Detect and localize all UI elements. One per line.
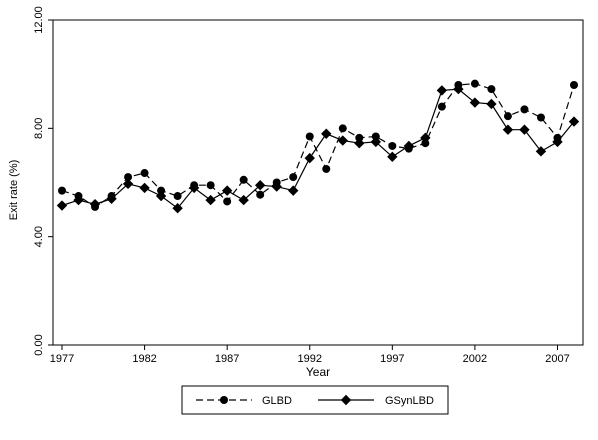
data-point-gsynlbd [519, 124, 530, 135]
legend-marker [220, 396, 228, 404]
data-point-glbd [124, 173, 133, 182]
data-point-gsynlbd [321, 128, 332, 139]
data-point-glbd [206, 181, 215, 190]
data-point-gsynlbd [354, 138, 365, 149]
data-point-glbd [140, 169, 149, 178]
data-point-glbd [487, 85, 496, 94]
legend: GLBD GSynLBD [181, 385, 449, 415]
series-line-gsynlbd [61, 88, 575, 210]
data-point-glbd [173, 192, 182, 201]
data-point-glbd [470, 79, 479, 88]
legend-item-glbd: GLBD [196, 395, 292, 407]
data-point-gsynlbd [73, 194, 84, 206]
data-point-glbd [437, 102, 446, 111]
data-point-gsynlbd [122, 178, 134, 190]
x-tick-label: 1992 [297, 353, 321, 365]
data-point-glbd [289, 173, 298, 182]
data-point-gsynlbd [535, 146, 547, 157]
x-tick-label: 1982 [132, 353, 156, 365]
data-point-gsynlbd [155, 190, 167, 202]
data-point-glbd [421, 139, 430, 148]
data-point-glbd [322, 164, 331, 173]
x-tick-label: 1977 [50, 353, 74, 365]
data-point-glbd [536, 113, 545, 122]
data-point-gsynlbd [106, 193, 117, 204]
data-point-glbd [305, 132, 314, 141]
axes: 0.00 4.00 8.00 12.00 1977 1982 1987 1992 1997 200… [33, 6, 584, 365]
data-point-gsynlbd [469, 97, 481, 108]
data-point-gsynlbd [370, 136, 382, 148]
x-tick-label: 2007 [545, 353, 569, 365]
legend-item-gsynlbd: GSynLBD [318, 394, 434, 407]
data-point-gsynlbd [337, 135, 348, 146]
data-point-glbd [371, 132, 380, 141]
data-point-gsynlbd [453, 83, 464, 95]
data-point-glbd [256, 190, 265, 199]
data-point-gsynlbd [552, 136, 563, 148]
data-point-glbd [338, 124, 347, 133]
y-tick-label: 12.00 [33, 6, 45, 34]
data-point-gsynlbd [188, 182, 200, 194]
legend-label: GSynLBD [385, 395, 434, 407]
data-point-gsynlbd [89, 198, 101, 210]
data-point-glbd [520, 105, 529, 114]
x-tick-label: 2002 [463, 353, 487, 365]
data-point-gsynlbd [205, 194, 216, 206]
data-point-gsynlbd [436, 85, 448, 96]
data-point-gsynlbd [568, 116, 580, 127]
data-point-glbd [570, 81, 578, 89]
data-point-gsynlbd [486, 98, 497, 110]
data-point-glbd [503, 112, 512, 121]
data-point-gsynlbd [254, 180, 266, 191]
y-tick-label: 0.00 [33, 334, 45, 355]
data-point-gsynlbd [139, 182, 150, 194]
plot-area [56, 79, 580, 214]
data-point-gsynlbd [387, 151, 398, 162]
series-gsynlbd [56, 83, 580, 214]
data-point-gsynlbd [271, 181, 282, 192]
data-point-glbd [223, 197, 232, 206]
plot-frame [52, 19, 584, 346]
y-axis-label: Exit rate (%) [8, 160, 20, 221]
data-point-gsynlbd [238, 194, 249, 206]
data-point-gsynlbd [304, 152, 315, 164]
y-tick-label: 4.00 [33, 226, 45, 247]
data-point-glbd [239, 175, 248, 184]
x-axis-label: Year [306, 365, 330, 379]
legend-marker [340, 394, 352, 406]
data-point-glbd [58, 186, 66, 195]
data-point-gsynlbd [403, 140, 415, 152]
data-point-gsynlbd [288, 185, 299, 196]
data-point-glbd [157, 186, 166, 195]
data-point-gsynlbd [56, 200, 68, 211]
data-point-gsynlbd [221, 185, 233, 196]
data-point-gsynlbd [172, 203, 183, 214]
data-point-gsynlbd [420, 132, 431, 144]
y-tick-label: 8.00 [33, 118, 45, 139]
x-tick-label: 1987 [215, 353, 239, 365]
data-point-gsynlbd [502, 124, 514, 135]
x-tick-label: 1997 [380, 353, 404, 365]
data-point-glbd [355, 133, 364, 142]
data-point-glbd [388, 141, 397, 150]
legend-label: GLBD [262, 395, 292, 407]
